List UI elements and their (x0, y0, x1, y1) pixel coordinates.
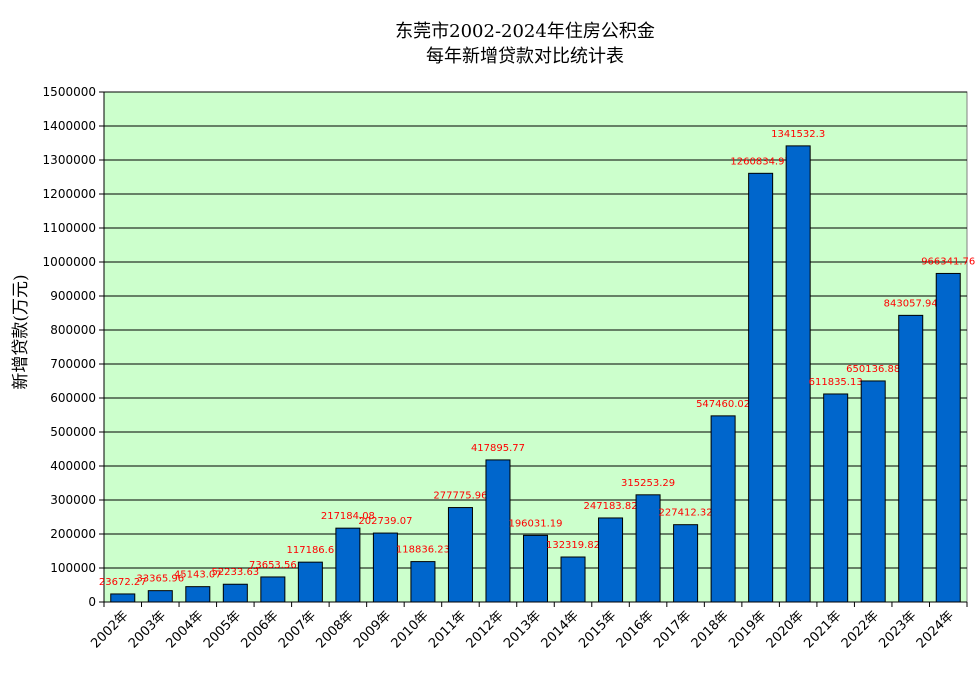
data-label: 277775.96 (433, 491, 487, 502)
data-label: 650136.88 (846, 364, 900, 375)
x-tick-label: 2002年 (88, 608, 131, 651)
x-tick-label: 2003年 (126, 608, 169, 651)
x-tick-label: 2021年 (801, 608, 844, 651)
data-label: 611835.13 (809, 377, 863, 388)
bar (635, 494, 661, 603)
data-label: 73653.56 (249, 560, 297, 571)
bar (110, 593, 136, 603)
bar (297, 561, 323, 603)
data-label: 966341.76 (921, 256, 975, 267)
x-tick-label: 2005年 (201, 608, 244, 651)
x-tick-label: 2019年 (726, 608, 769, 651)
y-tick-label: 400000 (50, 459, 96, 473)
bar (147, 590, 173, 603)
y-tick-label: 1400000 (43, 119, 96, 133)
bar (785, 145, 811, 603)
y-tick-label: 1000000 (43, 255, 96, 269)
chart-title-line-1: 东莞市2002-2024年住房公积金 (395, 21, 655, 42)
bar (823, 393, 849, 603)
y-tick-label: 1200000 (43, 187, 96, 201)
x-tick-label: 2008年 (314, 608, 357, 651)
data-label: 132319.82 (546, 540, 600, 551)
data-label: 1341532.3 (771, 129, 825, 140)
y-tick-label: 1100000 (43, 221, 96, 235)
bar (935, 272, 961, 603)
bar (710, 415, 736, 603)
x-tick-label: 2020年 (764, 608, 807, 651)
bar (410, 561, 436, 603)
x-tick-label: 2004年 (163, 608, 206, 651)
x-tick-label: 2016年 (614, 608, 657, 651)
data-label: 117186.6 (287, 545, 335, 556)
plot-background (103, 91, 968, 603)
data-label: 33365.96 (136, 574, 184, 585)
x-tick-label: 2023年 (876, 608, 919, 651)
x-tick-label: 2011年 (426, 608, 469, 651)
data-label: 315253.29 (621, 478, 675, 489)
data-label: 45143.07 (174, 570, 222, 581)
y-tick-label: 200000 (50, 527, 96, 541)
bar (260, 576, 286, 603)
x-tick-label: 2006年 (238, 608, 281, 651)
x-tick-label: 2012年 (464, 608, 507, 651)
x-tick-label: 2013年 (501, 608, 544, 651)
data-label: 202739.07 (358, 516, 412, 527)
data-label: 547460.02 (696, 399, 750, 410)
y-tick-label: 300000 (50, 493, 96, 507)
data-label: 118836.23 (396, 545, 450, 556)
data-label: 23672.27 (99, 577, 147, 588)
bar (673, 524, 699, 603)
x-tick-label: 2018年 (689, 608, 732, 651)
bar (335, 527, 361, 603)
data-label: 52233.63 (211, 567, 259, 578)
bar (560, 556, 586, 603)
bar (522, 534, 549, 603)
x-tick-label: 2017年 (651, 608, 694, 651)
data-label: 227412.32 (659, 508, 713, 519)
data-label: 247183.82 (584, 501, 638, 512)
x-tick-label: 2010年 (389, 608, 432, 651)
y-tick-label: 1500000 (43, 85, 96, 99)
y-tick-label: 600000 (50, 391, 96, 405)
y-tick-label: 500000 (50, 425, 96, 439)
y-tick-label: 700000 (50, 357, 96, 371)
y-tick-label: 800000 (50, 323, 96, 337)
bar (898, 314, 924, 603)
bar (598, 517, 624, 603)
x-tick-label: 2014年 (539, 608, 582, 651)
bar (222, 583, 248, 603)
data-label: 196031.19 (508, 518, 562, 529)
bar (748, 172, 774, 603)
bar (447, 507, 473, 603)
data-label: 843057.94 (884, 298, 938, 309)
x-tick-label: 2015年 (576, 608, 619, 651)
y-tick-label: 100000 (50, 561, 96, 575)
x-tick-label: 2009年 (351, 608, 394, 651)
y-tick-label: 0 (88, 595, 96, 609)
bar (485, 459, 511, 603)
bar (860, 380, 886, 603)
bar (372, 532, 398, 603)
y-tick-label: 1300000 (43, 153, 96, 167)
y-tick-label: 900000 (50, 289, 96, 303)
data-label: 1260834.97 (730, 156, 790, 167)
x-tick-label: 2024年 (914, 608, 957, 651)
bar (185, 586, 211, 603)
data-label: 217184.08 (321, 511, 375, 522)
x-tick-label: 2022年 (839, 608, 882, 651)
x-tick-label: 2007年 (276, 608, 319, 651)
data-label: 417895.77 (471, 443, 525, 454)
chart-title-line-2: 每年新增贷款对比统计表 (426, 46, 624, 67)
